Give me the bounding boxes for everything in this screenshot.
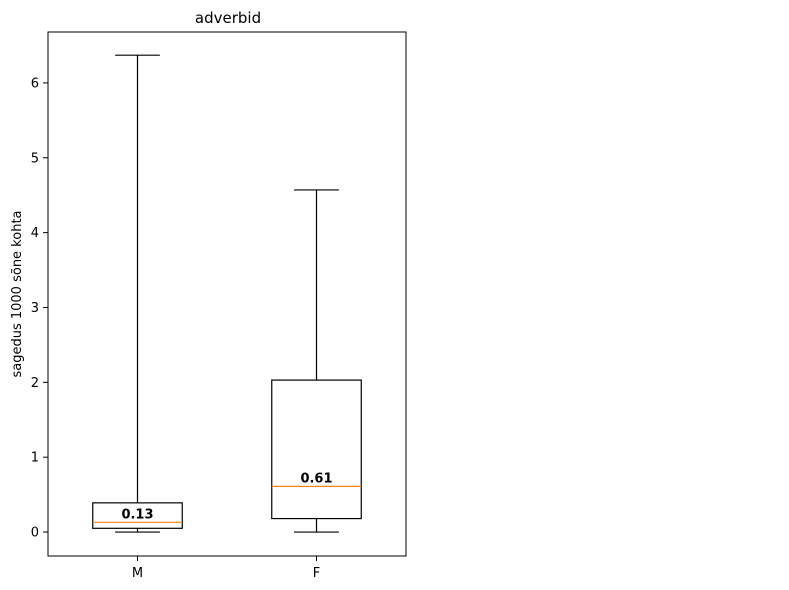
box-iqr (92, 502, 183, 529)
y-tick-label: 4 (31, 226, 39, 241)
y-tick-label: 0 (31, 526, 39, 541)
median-label: 0.61 (300, 471, 332, 486)
box-M: 0.13 (92, 54, 183, 533)
plot-area-frame (47, 31, 407, 557)
y-tick-label: 3 (31, 301, 39, 316)
x-tick-label: F (313, 566, 320, 581)
y-axis-label: sagedus 1000 sõne kohta (10, 210, 25, 377)
y-tick-label: 5 (31, 151, 39, 166)
y-tick-label: 1 (31, 451, 39, 466)
box-F: 0.61 (271, 189, 362, 533)
y-tick-label: 2 (31, 376, 39, 391)
boxes-group: 0.13 0.61 (92, 54, 362, 533)
chart-title: adverbid (195, 9, 261, 27)
y-axis: 0 1 2 3 4 5 6 (31, 76, 48, 541)
box-iqr (271, 379, 362, 520)
x-tick-label: M (132, 566, 143, 581)
y-tick-label: 6 (31, 76, 39, 91)
median-label: 0.13 (121, 507, 153, 522)
